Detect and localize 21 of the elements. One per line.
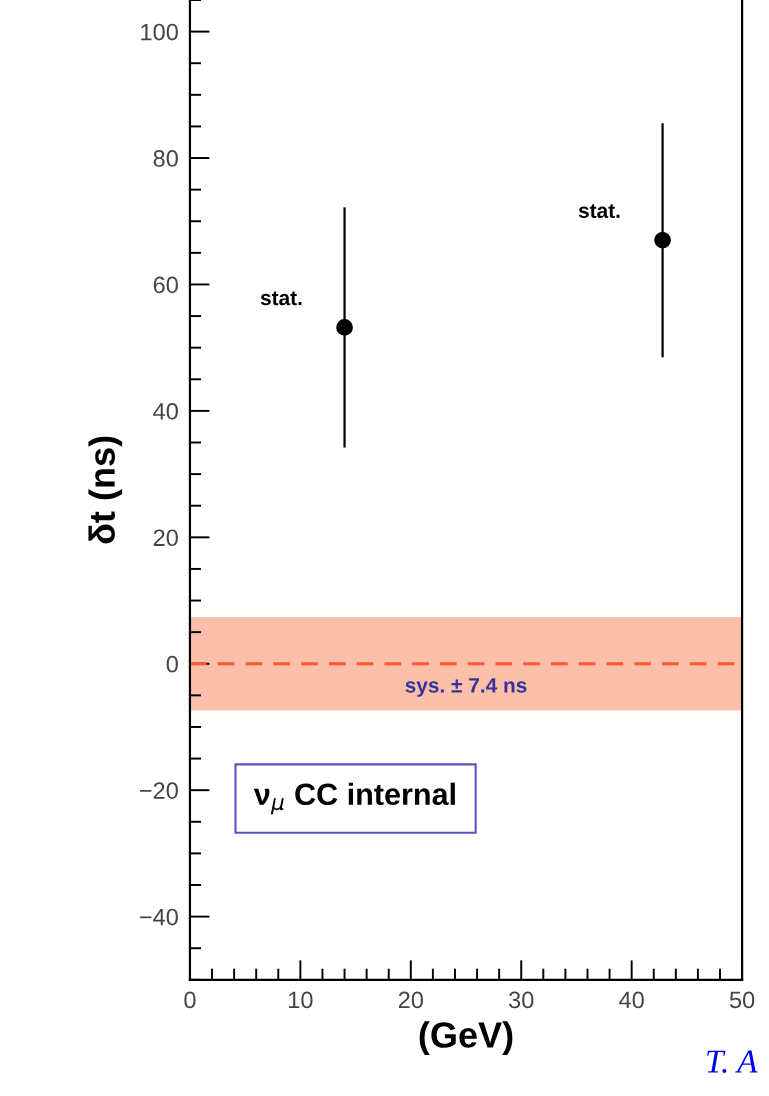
y-tick-label: 80: [153, 150, 178, 167]
x-tick-label: 20: [398, 991, 424, 1009]
y-tick-label: 20: [153, 529, 178, 547]
annotation: stat.: [260, 291, 302, 306]
annotation: stat.: [578, 204, 620, 219]
x-tick-label: 40: [619, 991, 644, 1009]
x-tick-label: 50: [729, 991, 755, 1009]
x-axis-title: (GeV): [419, 1021, 513, 1055]
y-tick-label: 40: [153, 402, 178, 420]
x-tick-label: 10: [289, 991, 313, 1009]
text: T. A: [707, 1050, 758, 1073]
y-tick-label: −40: [139, 908, 178, 926]
band-label: sys. ± 7.4 ns: [405, 678, 527, 697]
y-axis-title: δt (ns): [88, 436, 123, 544]
y-tick-label: −20: [139, 782, 178, 799]
x-tick-label: 30: [509, 991, 534, 1009]
y-tick-label: 60: [153, 276, 178, 294]
x-tick-label: 0: [184, 991, 196, 1009]
y-tick-label: 100: [141, 23, 178, 41]
annotation: ν$_{μ}$ CC internal: [253, 782, 455, 815]
y-tick-label: 0: [166, 655, 178, 673]
